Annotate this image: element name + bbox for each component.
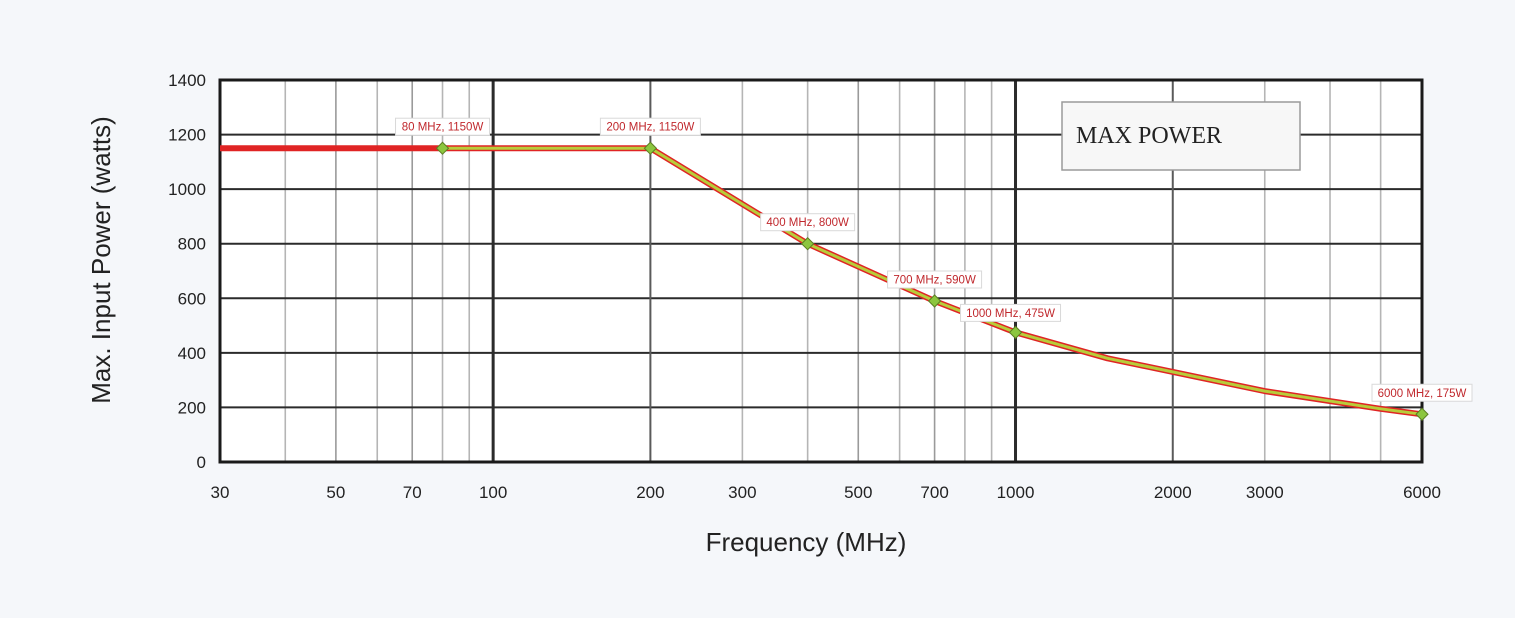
x-tick-label: 6000 (1403, 483, 1441, 502)
y-axis-ticks: 0 200 400 600 800 1000 1200 1400 (168, 71, 206, 472)
y-tick-label: 1400 (168, 71, 206, 90)
data-label-box (599, 117, 701, 136)
x-axis-title: Frequency (MHz) (706, 527, 907, 557)
series-markers (435, 141, 1429, 421)
x-tick-label: 1000 (997, 483, 1035, 502)
y-tick-label: 1000 (168, 180, 206, 199)
data-label: 200 MHz, 1150W (599, 117, 701, 136)
y-tick-label: 800 (178, 235, 206, 254)
legend-box: MAX POWER (1061, 101, 1301, 171)
data-label-box (760, 213, 856, 232)
data-label: 80 MHz, 1150W (395, 117, 491, 136)
x-tick-label: 70 (403, 483, 422, 502)
x-tick-label: 2000 (1154, 483, 1192, 502)
data-label-text: 6000 MHz, 175W (1378, 388, 1467, 400)
data-point-marker (800, 237, 815, 251)
x-tick-label: 500 (844, 483, 872, 502)
x-tick-label: 700 (920, 483, 948, 502)
data-label-box (887, 270, 983, 289)
data-point-marker (435, 141, 450, 155)
data-point-marker (643, 141, 658, 155)
data-label-text: 80 MHz, 1150W (402, 122, 484, 134)
y-tick-label: 400 (178, 344, 206, 363)
y-tick-label: 0 (197, 453, 206, 472)
data-label-box (960, 303, 1062, 322)
data-labels: 80 MHz, 1150W 200 MHz, 1150W 400 MHz, 800W… (395, 117, 1473, 402)
data-point-marker (1008, 325, 1023, 340)
data-label-text: 400 MHz, 800W (766, 217, 849, 229)
plot-frame (218, 78, 1424, 464)
data-label-text: 200 MHz, 1150W (606, 122, 694, 134)
data-point-marker (1415, 407, 1429, 421)
y-axis-title: Max. Input Power (watts) (86, 116, 116, 404)
data-point-marker (927, 294, 942, 308)
y-tick-label: 600 (178, 289, 206, 308)
data-label-text: 1000 MHz, 475W (966, 308, 1055, 320)
x-tick-label: 300 (728, 483, 756, 502)
x-tick-label: 200 (636, 483, 664, 502)
y-tick-label: 200 (178, 398, 206, 417)
data-label-box (395, 117, 491, 136)
legend-label: MAX POWER (1076, 123, 1222, 149)
data-label-text: 700 MHz, 590W (893, 275, 976, 287)
data-label: 6000 MHz, 175W (1371, 383, 1473, 402)
x-tick-label: 30 (211, 483, 230, 502)
x-tick-label: 50 (326, 483, 345, 502)
data-label: 1000 MHz, 475W (960, 303, 1062, 322)
x-tick-label: 100 (479, 483, 507, 502)
data-label-box (1371, 383, 1473, 402)
data-label: 400 MHz, 800W (760, 213, 856, 232)
x-axis-ticks: 30 50 70 100 200 300 500 700 1000 2000 3000 6000 (211, 483, 1441, 502)
x-tick-label: 3000 (1246, 483, 1284, 502)
y-tick-label: 1200 (168, 126, 206, 145)
data-label: 700 MHz, 590W (887, 270, 983, 289)
